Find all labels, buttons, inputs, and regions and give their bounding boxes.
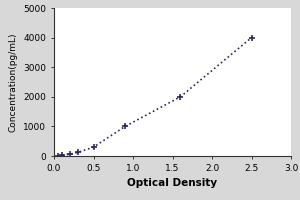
Y-axis label: Concentration(pg/mL): Concentration(pg/mL): [9, 32, 18, 132]
X-axis label: Optical Density: Optical Density: [128, 178, 218, 188]
